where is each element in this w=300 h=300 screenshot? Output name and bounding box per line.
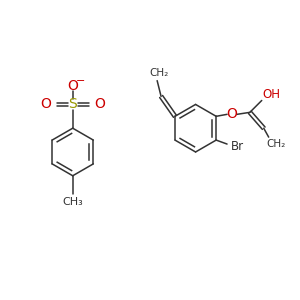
Text: O: O [226,107,238,121]
Text: S: S [68,98,77,111]
Text: −: − [76,76,85,85]
Text: Br: Br [230,140,244,152]
Text: CH₃: CH₃ [62,196,83,206]
Text: OH: OH [262,88,280,101]
Text: O: O [67,79,78,93]
Text: O: O [94,98,105,111]
Text: CH₂: CH₂ [266,139,285,149]
Text: O: O [40,98,51,111]
Text: CH₂: CH₂ [149,68,169,78]
